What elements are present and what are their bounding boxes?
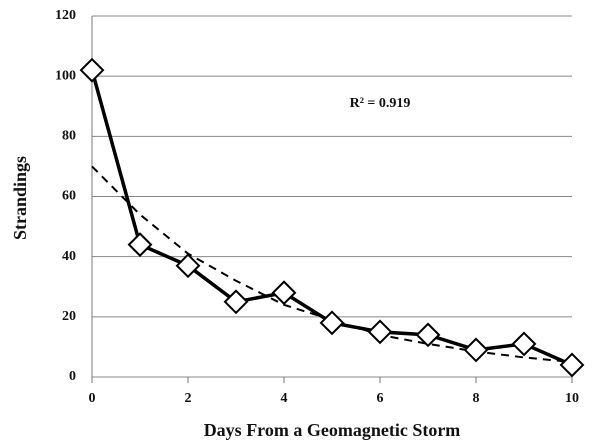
- marker: [367, 319, 393, 345]
- y-tick-label: 60: [62, 189, 76, 204]
- x-tick-label: 2: [185, 391, 192, 406]
- marker: [223, 289, 249, 315]
- x-tick-label: 0: [89, 391, 96, 406]
- x-tick-label: 8: [473, 391, 480, 406]
- x-tick-label: 4: [281, 391, 288, 406]
- marker: [79, 57, 105, 83]
- y-tick-label: 80: [62, 129, 76, 144]
- annotation: R² = 0.919: [350, 96, 411, 111]
- y-tick-label: 0: [69, 369, 76, 384]
- y-axis-title: Strandings: [10, 156, 30, 240]
- marker: [319, 310, 345, 336]
- y-tick-label: 20: [62, 309, 76, 324]
- x-tick-label: 10: [565, 391, 579, 406]
- marker: [511, 331, 537, 357]
- marker: [559, 352, 585, 378]
- marker: [175, 253, 201, 279]
- marker: [463, 337, 489, 363]
- y-tick-label: 120: [55, 8, 76, 23]
- x-tick-label: 6: [377, 391, 384, 406]
- marker: [415, 322, 441, 348]
- y-tick-label: 40: [62, 249, 76, 264]
- trend-line: [91, 165, 573, 363]
- marker: [127, 232, 153, 258]
- x-axis-title: Days From a Geomagnetic Storm: [204, 420, 461, 440]
- y-tick-label: 100: [55, 68, 76, 83]
- marker: [271, 280, 297, 306]
